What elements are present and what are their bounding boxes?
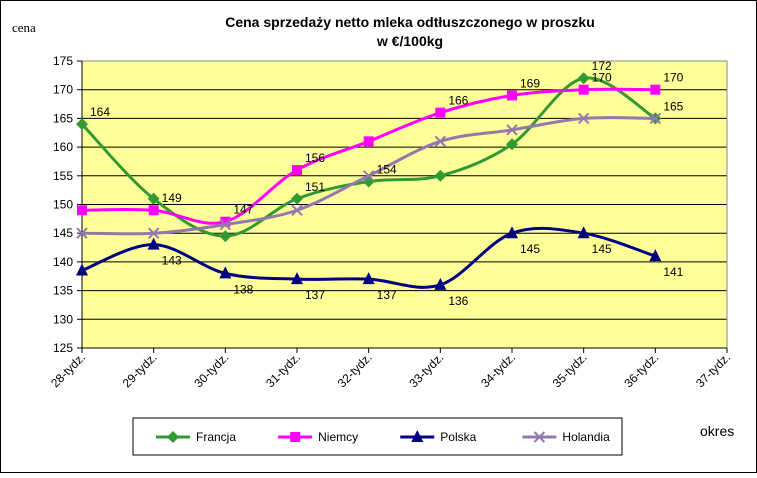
marker (76, 263, 88, 276)
y-tick-label: 170 (53, 83, 73, 97)
data-label: 138 (233, 282, 253, 296)
marker (362, 272, 375, 285)
marker (219, 266, 232, 279)
y-tick-label: 175 (53, 54, 73, 68)
marker (506, 138, 518, 151)
y-axis-label: cena (12, 20, 36, 35)
y-tick-label: 150 (53, 198, 73, 212)
marker (434, 277, 447, 290)
marker (506, 124, 518, 136)
data-label: 170 (663, 71, 683, 85)
marker (577, 112, 590, 125)
marker (411, 430, 424, 442)
data-label: 137 (377, 288, 397, 302)
marker (506, 226, 518, 239)
data-label: 172 (592, 59, 612, 73)
y-tick-label: 125 (53, 341, 73, 355)
data-label: 141 (663, 265, 683, 279)
data-label: 145 (520, 242, 540, 256)
marker (220, 216, 231, 227)
marker (76, 118, 88, 131)
marker (291, 192, 303, 205)
chart-subtitle: w €/100kg (376, 33, 443, 49)
marker (291, 204, 303, 216)
marker (577, 226, 590, 239)
marker (167, 431, 179, 443)
marker (434, 135, 447, 148)
marker (363, 136, 374, 147)
marker (577, 72, 590, 85)
y-tick-label: 140 (53, 255, 73, 269)
data-label: 156 (305, 151, 325, 165)
data-label: 169 (520, 76, 540, 90)
marker (649, 112, 662, 125)
marker (507, 90, 517, 101)
legend-label: Niemcy (318, 430, 358, 444)
data-label: 170 (592, 71, 612, 85)
legend-label: Francja (196, 430, 236, 444)
y-tick-label: 135 (53, 284, 73, 298)
y-tick-label: 165 (53, 111, 73, 125)
chart-title: Cena sprzedaży netto mleka odtłuszczoneg… (225, 14, 595, 30)
marker (650, 84, 661, 95)
y-tick-label: 145 (53, 226, 73, 240)
marker (77, 205, 87, 216)
data-label: 154 (377, 163, 397, 177)
marker (147, 237, 160, 250)
marker (148, 205, 159, 216)
legend-label: Holandia (562, 430, 610, 444)
marker (435, 107, 446, 118)
marker (649, 249, 662, 262)
marker (76, 227, 88, 239)
data-label: 164 (90, 105, 110, 119)
marker (291, 272, 303, 285)
data-label: 165 (663, 99, 683, 113)
y-tick-label: 160 (53, 140, 73, 154)
data-label: 149 (162, 191, 182, 205)
marker (147, 227, 160, 239)
marker (292, 165, 302, 176)
marker (578, 84, 589, 95)
data-label: 151 (305, 180, 325, 194)
data-label: 143 (162, 254, 182, 268)
marker (290, 432, 301, 442)
x-axis-label: okres (700, 423, 734, 439)
data-label: 166 (448, 94, 468, 108)
marker (434, 169, 447, 182)
data-label: 137 (305, 288, 325, 302)
marker (219, 230, 232, 243)
marker (147, 192, 160, 205)
marker (533, 431, 546, 443)
legend-label: Polska (440, 430, 476, 444)
data-label: 136 (448, 294, 468, 308)
marker (362, 170, 375, 182)
data-label: 147 (233, 203, 253, 217)
y-tick-label: 130 (53, 312, 73, 326)
data-label: 145 (592, 242, 612, 256)
y-tick-label: 155 (53, 169, 73, 183)
marker (219, 218, 232, 231)
